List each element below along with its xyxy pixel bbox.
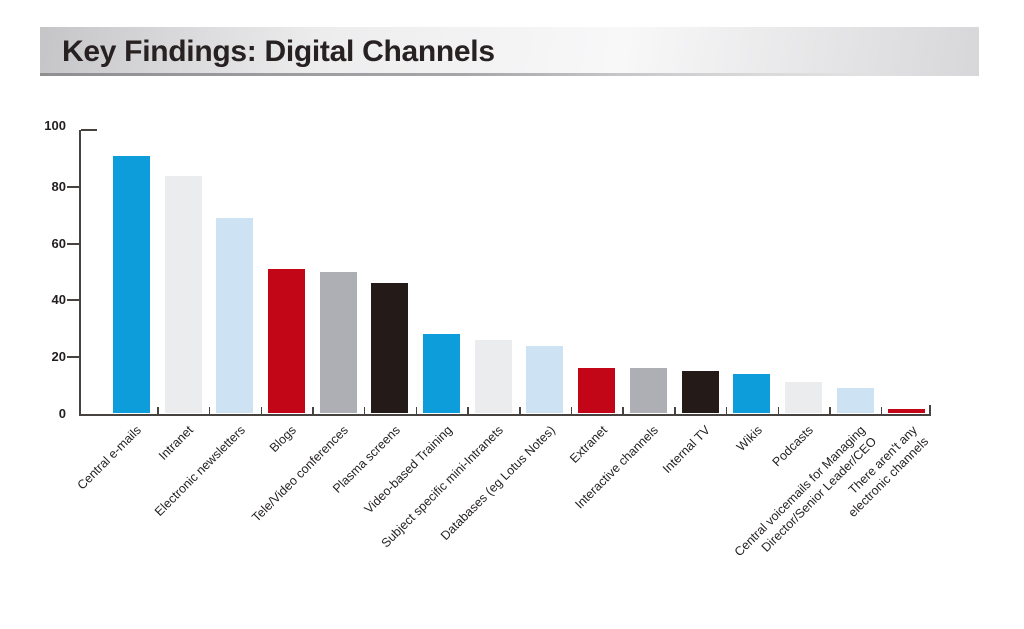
x-axis-tick xyxy=(777,406,780,414)
bar xyxy=(526,345,564,414)
x-axis-tick xyxy=(674,406,676,414)
y-axis-line xyxy=(79,130,81,416)
x-axis-tick xyxy=(519,406,521,414)
bar xyxy=(681,371,719,414)
bar xyxy=(112,155,150,414)
bar xyxy=(733,373,771,414)
y-tick-label: 0 xyxy=(58,405,66,421)
bar xyxy=(578,368,616,414)
bar xyxy=(164,175,202,414)
y-tick-label: 60 xyxy=(51,235,66,251)
bar xyxy=(888,409,926,414)
bar xyxy=(267,269,305,414)
x-axis-tick xyxy=(415,406,418,414)
x-axis-tick xyxy=(260,406,263,414)
x-axis-tick xyxy=(363,406,366,414)
bar xyxy=(216,218,254,414)
y-axis-tick xyxy=(67,185,79,188)
page-title: Key Findings: Digital Channels xyxy=(62,35,495,68)
x-axis-tick xyxy=(829,406,831,414)
x-axis-tick xyxy=(467,406,469,414)
x-axis-tick xyxy=(880,406,883,414)
y-axis-tick xyxy=(67,242,79,245)
y-axis-tick xyxy=(67,355,79,358)
x-axis-tick xyxy=(157,406,159,414)
x-axis-tick xyxy=(725,406,728,414)
x-axis-end-tick xyxy=(929,404,931,414)
x-axis-tick xyxy=(622,406,624,414)
y-tick-label: 20 xyxy=(51,348,66,364)
bar xyxy=(371,283,409,414)
bar xyxy=(784,382,822,414)
x-axis-tick xyxy=(208,406,211,414)
y-tick-label: 80 xyxy=(51,178,66,194)
bar xyxy=(474,339,512,414)
y-axis-tick xyxy=(67,299,79,302)
category-label: Central e-mails xyxy=(74,423,145,493)
y-tick-label: 100 xyxy=(44,118,66,134)
bar xyxy=(423,334,460,414)
x-axis-line xyxy=(79,413,931,416)
title-underline xyxy=(40,73,979,76)
y-tick-label: 40 xyxy=(51,292,66,308)
x-axis-tick xyxy=(312,406,314,414)
bar xyxy=(319,271,357,414)
y-axis-top-cap xyxy=(81,129,97,132)
x-axis-tick xyxy=(570,406,573,414)
title-banner: Key Findings: Digital Channels xyxy=(40,27,979,76)
bar xyxy=(836,388,874,414)
bar xyxy=(629,368,667,414)
